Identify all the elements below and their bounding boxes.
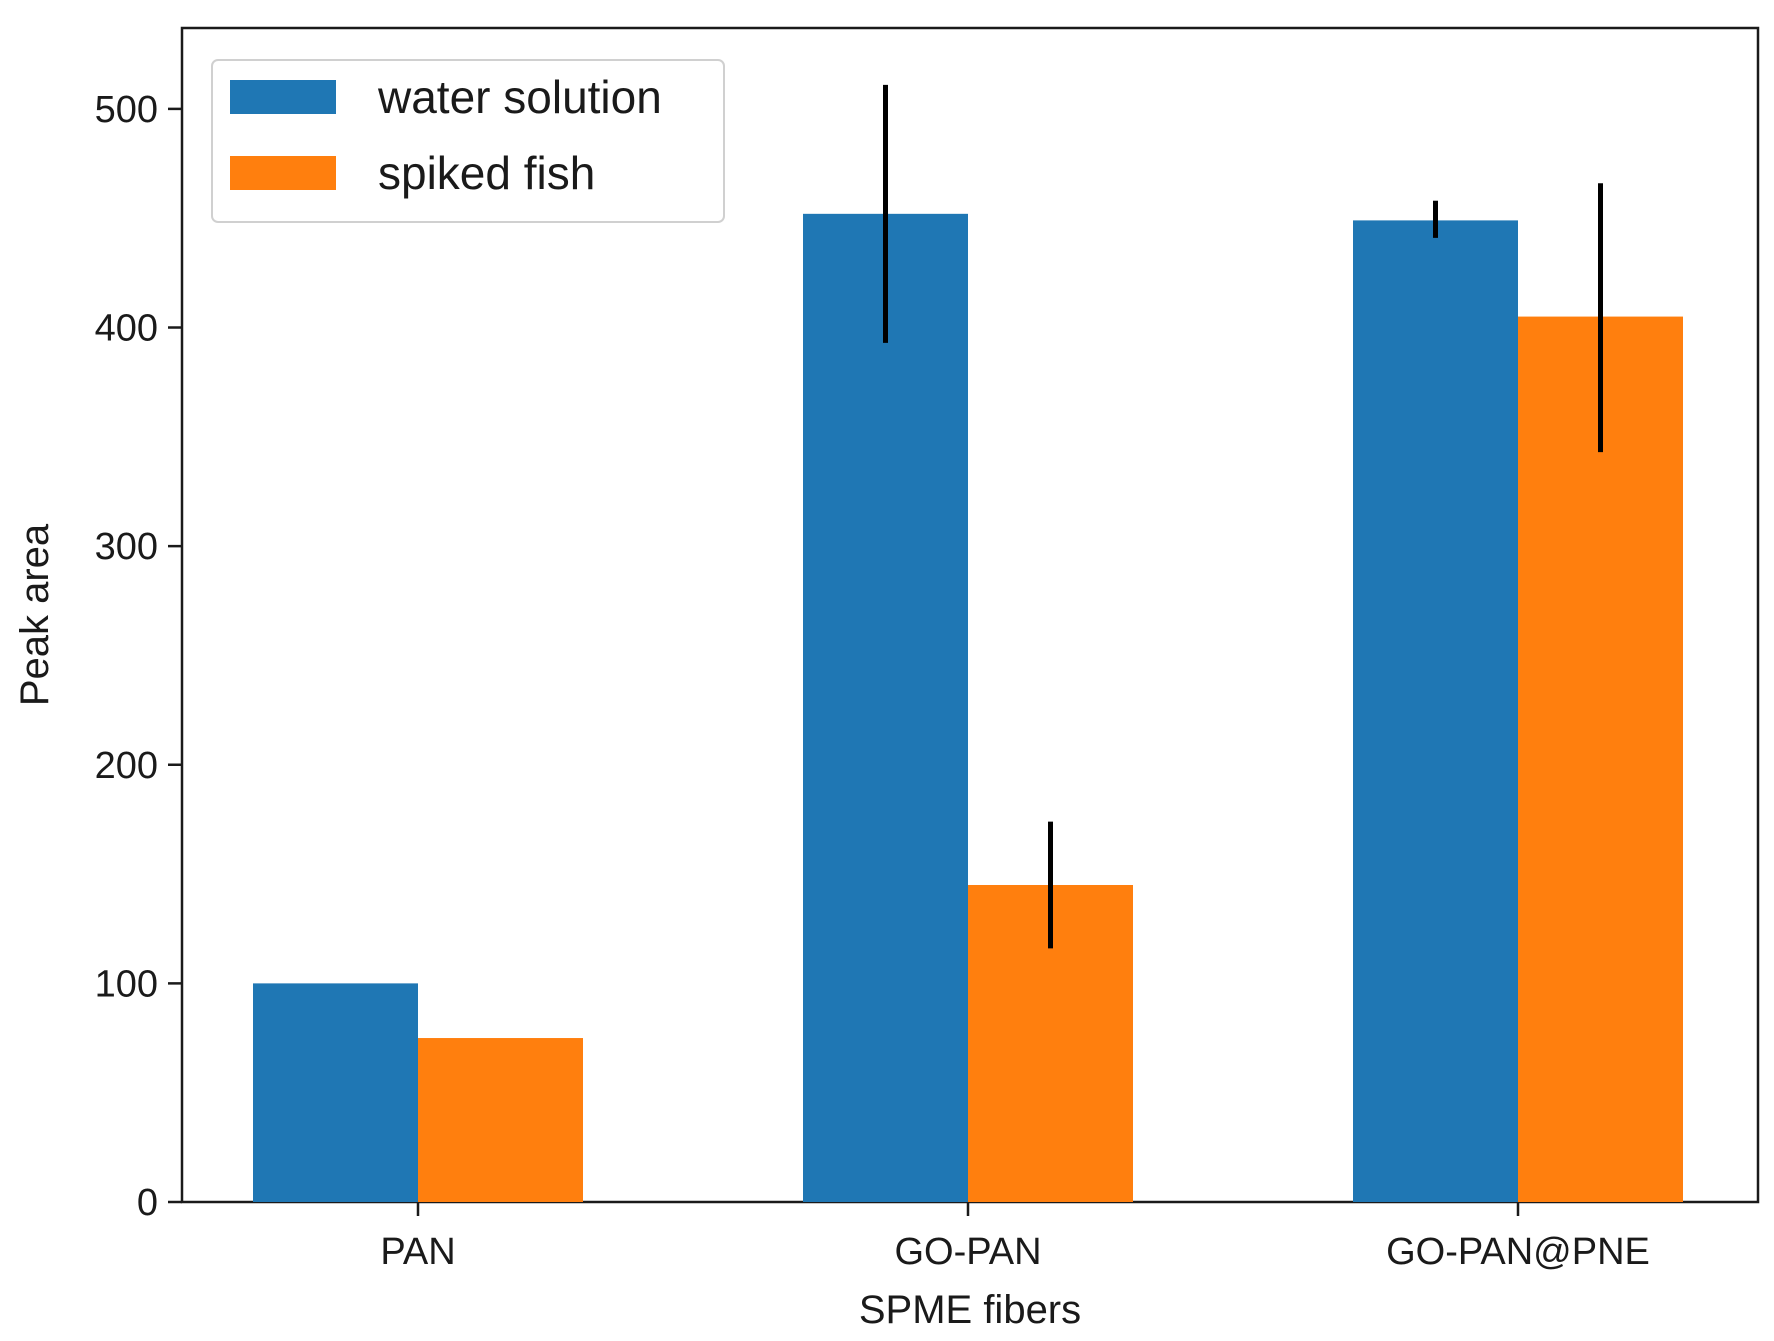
y-tick-label-200: 200 — [95, 745, 158, 787]
legend-label-water-solution: water solution — [377, 71, 662, 123]
error-bars-group — [883, 84, 1603, 949]
y-axis-label: Peak area — [13, 523, 57, 706]
x-tick-label-pan: PAN — [380, 1231, 455, 1273]
bar-go-pan-water-solution — [803, 213, 968, 1202]
legend-swatch-water-solution — [230, 80, 336, 114]
y-tick-label-0: 0 — [137, 1182, 158, 1224]
bar-pan-water-solution — [253, 983, 418, 1202]
legend-box — [211, 59, 725, 223]
y-tick-label-400: 400 — [95, 308, 158, 350]
x-tick-label-go-pan: GO-PAN — [894, 1231, 1041, 1273]
legend-label-spiked-fish: spiked fish — [378, 147, 595, 199]
bars-group — [253, 213, 1683, 1203]
x-tick-label-go-pan-pne: GO-PAN@PNE — [1386, 1231, 1650, 1273]
bar-pan-spiked-fish — [418, 1038, 583, 1202]
y-tick-label-500: 500 — [95, 89, 158, 131]
legend-swatch-spiked-fish — [230, 156, 336, 190]
y-axis: 0 100 200 300 400 500 — [95, 89, 182, 1224]
x-axis-label: SPME fibers — [859, 1288, 1081, 1332]
bar-go-pan-pne-spiked-fish — [1518, 316, 1683, 1202]
bar-go-pan-pne-water-solution — [1353, 220, 1518, 1203]
legend: water solution spiked fish — [211, 59, 725, 223]
y-tick-label-100: 100 — [95, 963, 158, 1005]
y-tick-label-300: 300 — [95, 526, 158, 568]
x-axis: PAN GO-PAN GO-PAN@PNE — [380, 1202, 1650, 1273]
